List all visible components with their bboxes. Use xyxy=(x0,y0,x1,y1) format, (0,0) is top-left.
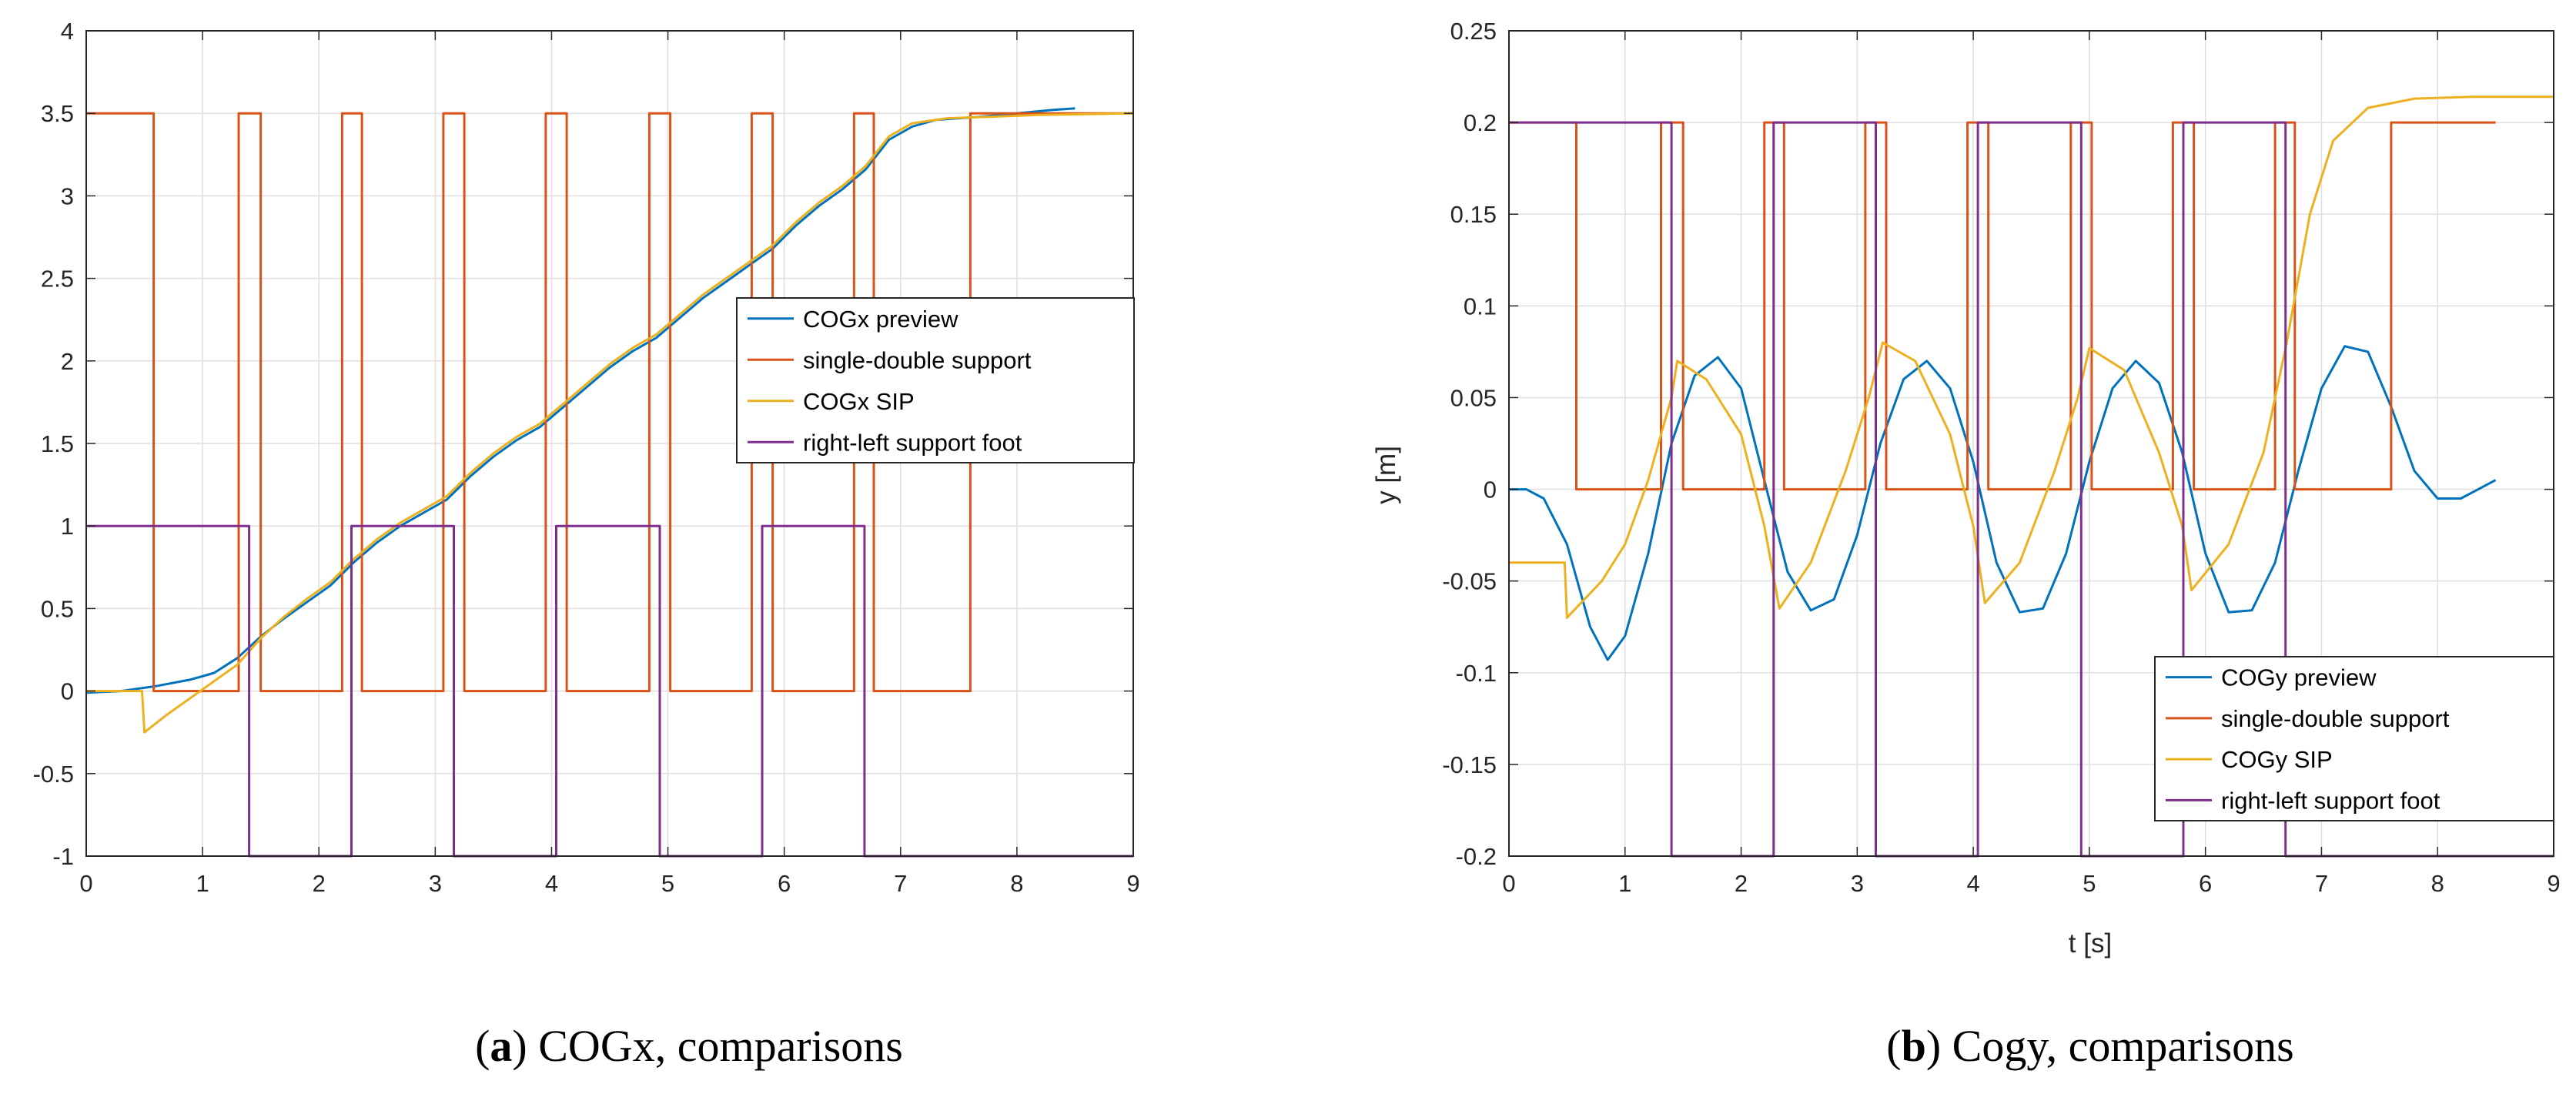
x-tick-label: 3 xyxy=(429,870,442,897)
x-tick-label: 6 xyxy=(778,870,791,897)
y-tick-label: 2 xyxy=(61,348,74,375)
chart-b-legend-box xyxy=(2154,656,2554,821)
x-tick-label: 1 xyxy=(196,870,209,897)
legend-label: single-double support xyxy=(2221,705,2450,732)
y-tick-label: 2.5 xyxy=(41,266,74,293)
x-tick-label: 0 xyxy=(1502,870,1515,897)
legend-label: COGy SIP xyxy=(2221,746,2333,773)
chart-b: 0 1 2 3 4 5 6 7 8 9 -0.2 -0.15 -0.1 -0.05 0 0.05 0.1 0.15… xyxy=(1371,18,2561,1071)
x-tick-label: 8 xyxy=(1010,870,1023,897)
x-tick-label: 5 xyxy=(2083,870,2096,897)
x-tick-label: 8 xyxy=(2431,870,2444,897)
legend-label: COGx preview xyxy=(803,306,958,333)
x-tick-label: 6 xyxy=(2199,870,2212,897)
chart-b-series-line-1 xyxy=(1509,345,2497,661)
y-tick-label: 0.5 xyxy=(41,595,74,622)
y-tick-label: 0.15 xyxy=(1450,201,1497,228)
y-tick-label: 3 xyxy=(61,182,74,209)
y-tick-label: 4 xyxy=(61,18,74,45)
chart-a-legend-box xyxy=(736,297,1135,463)
chart-a-ticks: 0 1 2 3 4 5 6 7 8 9 -1 -0.5 0 0.5 1 1.5 2 2.5 3 3.5 4 xyxy=(33,18,1140,897)
chart-a: 0 1 2 3 4 5 6 7 8 9 -1 -0.5 0 0.5 1 1.5 2 2.5 3 3.5 4 COGx p… xyxy=(33,18,1140,1071)
y-tick-label: 1 xyxy=(61,513,74,540)
y-tick-label: -0.05 xyxy=(1442,568,1497,595)
chart-b-axes-frame xyxy=(1508,30,2554,857)
legend-label: COGx SIP xyxy=(803,388,915,415)
legend-label: COGy preview xyxy=(2221,664,2377,691)
y-tick-label: 0 xyxy=(1484,477,1497,504)
y-tick-label: 0.25 xyxy=(1450,18,1497,45)
x-tick-label: 3 xyxy=(1851,870,1864,897)
chart-b-xlabel: t [s] xyxy=(2069,928,2112,959)
x-tick-label: 4 xyxy=(545,870,558,897)
y-tick-label: -0.2 xyxy=(1456,843,1497,870)
x-tick-label: 5 xyxy=(661,870,674,897)
x-tick-label: 7 xyxy=(894,870,907,897)
y-tick-label: -0.1 xyxy=(1456,660,1497,687)
x-tick-label: 9 xyxy=(1126,870,1139,897)
y-tick-label: 0 xyxy=(61,678,74,705)
chart-a-legend: COGx preview single-double support COGx SI… xyxy=(736,297,1135,463)
chart-b-ylabel: y [m] xyxy=(1371,446,1401,504)
legend-label: right-left support foot xyxy=(2221,787,2441,814)
legend-label: right-left support foot xyxy=(803,429,1022,456)
x-tick-label: 9 xyxy=(2547,870,2560,897)
x-tick-label: 1 xyxy=(1618,870,1631,897)
x-tick-label: 2 xyxy=(1735,870,1748,897)
y-tick-label: 0.05 xyxy=(1450,384,1497,411)
x-tick-label: 4 xyxy=(1966,870,1979,897)
y-tick-label: 0.1 xyxy=(1464,293,1497,320)
y-tick-label: -0.15 xyxy=(1442,751,1497,778)
chart-b-legend: COGy preview single-double support COGy SI… xyxy=(2154,656,2554,821)
y-tick-label: 1.5 xyxy=(41,430,74,457)
chart-b-caption: (b) Cogy, comparisons xyxy=(1886,1021,2294,1071)
y-tick-label: -0.5 xyxy=(33,761,74,788)
y-tick-label: -1 xyxy=(52,843,74,870)
y-tick-label: 0.2 xyxy=(1464,109,1497,136)
x-tick-label: 0 xyxy=(79,870,92,897)
legend-label: single-double support xyxy=(803,346,1032,373)
chart-a-caption: (a) COGx, comparisons xyxy=(475,1021,903,1071)
chart-b-ticks: 0 1 2 3 4 5 6 7 8 9 -0.2 -0.15 -0.1 -0.05 0 0.05 0.1 0.15… xyxy=(1442,18,2560,897)
x-tick-label: 2 xyxy=(313,870,326,897)
y-tick-label: 3.5 xyxy=(41,100,74,127)
x-tick-label: 7 xyxy=(2315,870,2328,897)
